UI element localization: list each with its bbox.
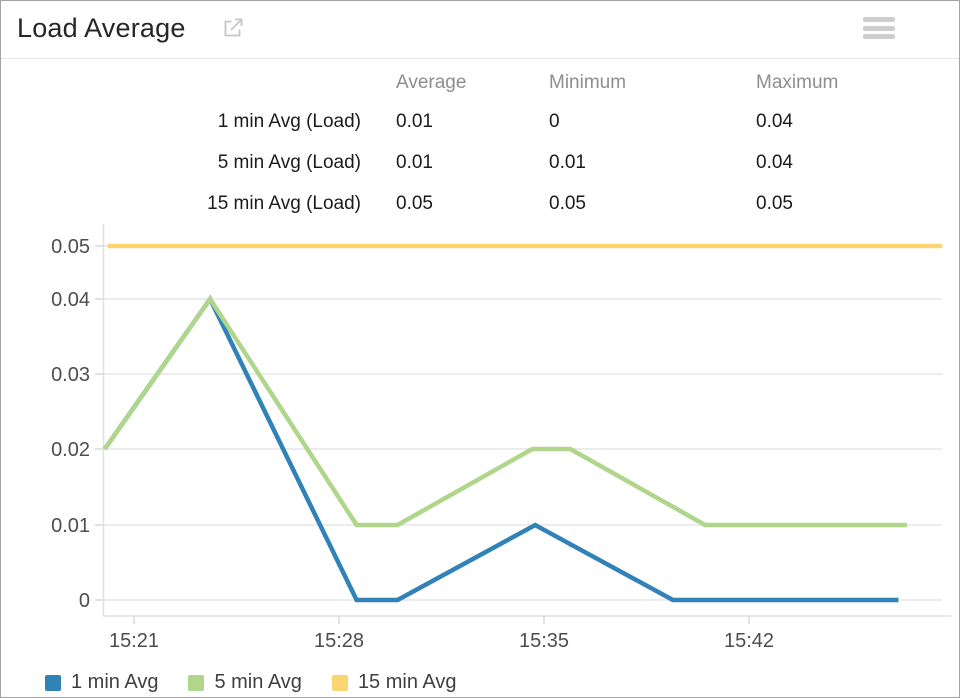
- row-minimum: 0.01: [549, 151, 586, 173]
- external-link-icon[interactable]: [221, 16, 245, 40]
- row-label: 5 min Avg (Load): [217, 151, 361, 173]
- legend-label: 1 min Avg: [71, 671, 159, 693]
- svg-text:15:42: 15:42: [724, 630, 774, 652]
- row-minimum: 0: [549, 110, 560, 132]
- menu-icon[interactable]: [863, 17, 895, 39]
- svg-text:0.02: 0.02: [51, 439, 90, 461]
- legend-label: 15 min Avg: [357, 671, 457, 693]
- stats-header-average: Average: [396, 72, 467, 93]
- legend-label: 5 min Avg: [214, 671, 302, 693]
- stats-header-minimum: Minimum: [549, 72, 627, 93]
- svg-text:0.01: 0.01: [51, 515, 90, 537]
- row-average: 0.05: [396, 192, 433, 214]
- row-maximum: 0.04: [756, 110, 793, 132]
- svg-text:0: 0: [79, 590, 90, 612]
- stats-header-row: Average Minimum Maximum: [1, 65, 957, 101]
- stats-header-maximum: Maximum: [756, 72, 839, 93]
- row-minimum: 0.05: [549, 192, 586, 214]
- svg-text:15:35: 15:35: [519, 630, 569, 652]
- chart-legend: 1 min Avg 5 min Avg 15 min Avg: [45, 671, 457, 694]
- table-row: 5 min Avg (Load) 0.01 0.01 0.04: [1, 142, 957, 183]
- load-average-chart: 0 0.01 0.02 0.03 0.04 0.05 15:21 15:28 15:35 15:4…: [51, 224, 951, 652]
- legend-swatch-yellow: [331, 674, 348, 691]
- legend-swatch-blue: [45, 674, 61, 691]
- svg-text:0.05: 0.05: [51, 236, 90, 258]
- widget-header: Load Average: [1, 1, 959, 59]
- svg-text:15:21: 15:21: [109, 630, 159, 652]
- row-label: 1 min Avg (Load): [217, 110, 361, 132]
- legend-item-5min[interactable]: 5 min Avg: [188, 671, 302, 694]
- row-average: 0.01: [396, 110, 433, 132]
- page-title: Load Average: [17, 13, 186, 43]
- legend-item-1min[interactable]: 1 min Avg: [45, 671, 158, 694]
- svg-text:0.03: 0.03: [51, 364, 90, 386]
- svg-text:15:28: 15:28: [314, 630, 364, 652]
- table-row: 15 min Avg (Load) 0.05 0.05 0.05: [1, 183, 957, 224]
- legend-item-15min[interactable]: 15 min Avg: [331, 671, 457, 694]
- stats-table: Average Minimum Maximum 1 min Avg (Load)…: [1, 65, 957, 224]
- row-maximum: 0.04: [756, 151, 793, 173]
- table-row: 1 min Avg (Load) 0.01 0 0.04: [1, 101, 957, 142]
- row-maximum: 0.05: [756, 192, 793, 214]
- row-label: 15 min Avg (Load): [207, 192, 361, 214]
- row-average: 0.01: [396, 151, 433, 173]
- legend-swatch-green: [188, 674, 205, 691]
- svg-text:0.04: 0.04: [51, 289, 90, 311]
